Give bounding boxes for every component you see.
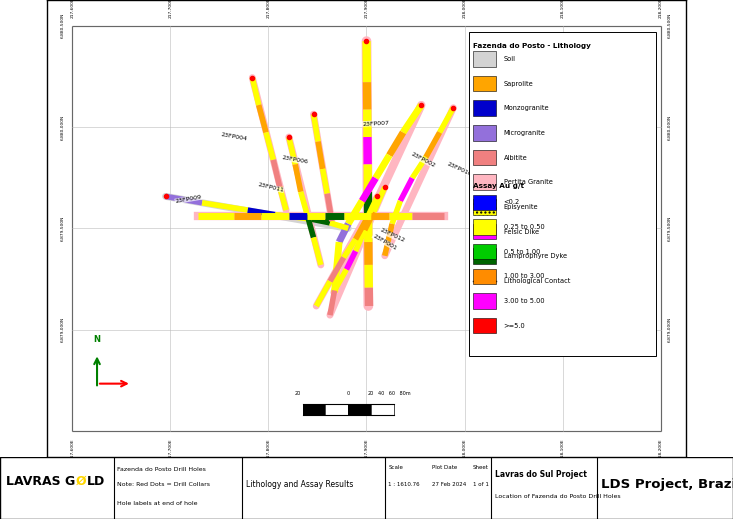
Text: Hole labels at end of hole: Hole labels at end of hole [117, 501, 198, 506]
Text: 23FP004: 23FP004 [221, 132, 248, 142]
Bar [474, 219, 496, 235]
Text: Microgranite: Microgranite [504, 130, 545, 136]
Text: Fazenda do Posto - Lithology: Fazenda do Posto - Lithology [474, 43, 592, 49]
Text: 6,879,500N: 6,879,500N [61, 216, 65, 241]
Text: Assay Au g/t: Assay Au g/t [474, 183, 524, 189]
Text: Saprolite: Saprolite [504, 80, 534, 87]
Text: >=5.0: >=5.0 [504, 323, 526, 329]
Text: 218,100E: 218,100E [561, 439, 564, 459]
Text: 23FP009: 23FP009 [174, 194, 202, 204]
Text: 217,900E: 217,900E [364, 0, 369, 18]
Text: 23FP007: 23FP007 [362, 120, 389, 127]
Text: 3.00 to 5.00: 3.00 to 5.00 [504, 298, 544, 304]
Text: 0: 0 [347, 391, 350, 395]
Text: 1 : 1610.76: 1 : 1610.76 [388, 482, 420, 487]
Text: LAVRAS G: LAVRAS G [6, 475, 75, 488]
Text: 6,880,000N: 6,880,000N [668, 114, 672, 140]
Text: 20: 20 [295, 391, 301, 395]
Text: 6,880,500N: 6,880,500N [668, 13, 672, 38]
Bar [474, 293, 496, 309]
Bar [303, 404, 325, 415]
Text: Episyenite: Episyenite [504, 204, 538, 210]
Text: Felsic Dike: Felsic Dike [504, 228, 539, 235]
Text: 217,900E: 217,900E [364, 439, 369, 459]
Text: 1.00 to 3.00: 1.00 to 3.00 [504, 274, 544, 279]
Bar [474, 195, 496, 210]
Text: Fazenda do Posto Drill Holes: Fazenda do Posto Drill Holes [117, 467, 206, 472]
Text: Monzogranite: Monzogranite [504, 105, 549, 111]
Text: Soil: Soil [504, 56, 515, 62]
Text: 23FP001: 23FP001 [372, 233, 398, 251]
Bar [474, 268, 496, 284]
Text: 217,600E: 217,600E [70, 439, 74, 459]
Text: Location of Fazenda do Posto Drill Holes: Location of Fazenda do Posto Drill Holes [495, 494, 620, 499]
Text: 217,700E: 217,700E [169, 439, 172, 459]
Bar [371, 404, 394, 415]
Bar [474, 125, 496, 141]
Text: 0.25 to 0.50: 0.25 to 0.50 [504, 224, 545, 230]
Text: Scale: Scale [388, 466, 403, 470]
Text: 23FP002: 23FP002 [410, 152, 436, 168]
Text: 40   60   80m: 40 60 80m [377, 391, 410, 395]
Bar [474, 76, 496, 91]
Text: <0.2: <0.2 [504, 199, 520, 206]
Bar [474, 174, 496, 190]
Text: 6,879,500N: 6,879,500N [668, 216, 672, 241]
Bar [474, 199, 496, 215]
Bar [469, 32, 656, 356]
Bar [73, 25, 660, 431]
Text: Lithology and Assay Results: Lithology and Assay Results [246, 480, 353, 489]
Text: 23FP010: 23FP010 [446, 161, 473, 177]
Text: Ø: Ø [75, 475, 86, 488]
Text: 1 of 1: 1 of 1 [473, 482, 489, 487]
Text: 218,000E: 218,000E [463, 439, 466, 459]
Bar [325, 404, 348, 415]
Text: 27 Feb 2024: 27 Feb 2024 [432, 482, 467, 487]
Bar [474, 224, 496, 239]
Text: 6,880,000N: 6,880,000N [61, 114, 65, 140]
Bar [474, 101, 496, 116]
Text: 0.5 to 1.00: 0.5 to 1.00 [504, 249, 540, 255]
Text: Lamprophyre Dyke: Lamprophyre Dyke [504, 253, 567, 259]
Text: Sheet: Sheet [473, 466, 489, 470]
Text: Plot Date: Plot Date [432, 466, 457, 470]
Text: LDS Project, Brazil: LDS Project, Brazil [601, 478, 733, 491]
Bar [474, 244, 496, 260]
Text: 23FP006: 23FP006 [281, 155, 309, 165]
Bar [474, 150, 496, 166]
Text: 217,700E: 217,700E [169, 0, 172, 18]
Text: 217,800E: 217,800E [267, 439, 270, 459]
Text: LD: LD [86, 475, 105, 488]
Text: Note: Red Dots = Drill Collars: Note: Red Dots = Drill Collars [117, 482, 210, 487]
Text: Lithological Contact: Lithological Contact [504, 278, 570, 284]
Text: 217,600E: 217,600E [70, 0, 74, 18]
Text: 218,000E: 218,000E [463, 0, 466, 18]
Text: N: N [94, 335, 100, 345]
Text: 23FP011: 23FP011 [257, 182, 284, 193]
Text: 6,879,000N: 6,879,000N [61, 317, 65, 343]
Text: 23FP012: 23FP012 [379, 228, 405, 243]
Bar [474, 318, 496, 333]
Text: 6,880,500N: 6,880,500N [61, 13, 65, 38]
Bar [474, 51, 496, 66]
Text: 217,800E: 217,800E [267, 0, 270, 18]
Text: 20: 20 [368, 391, 374, 395]
Bar [474, 249, 496, 264]
Text: 218,100E: 218,100E [561, 0, 564, 18]
Text: 6,879,000N: 6,879,000N [668, 317, 672, 343]
Text: Albitite: Albitite [504, 155, 527, 160]
Text: 218,200E: 218,200E [659, 439, 663, 459]
Bar [348, 404, 371, 415]
Text: 218,200E: 218,200E [659, 0, 663, 18]
Text: Lavras do Sul Project: Lavras do Sul Project [495, 470, 586, 479]
Text: Pertita Granite: Pertita Granite [504, 179, 553, 185]
